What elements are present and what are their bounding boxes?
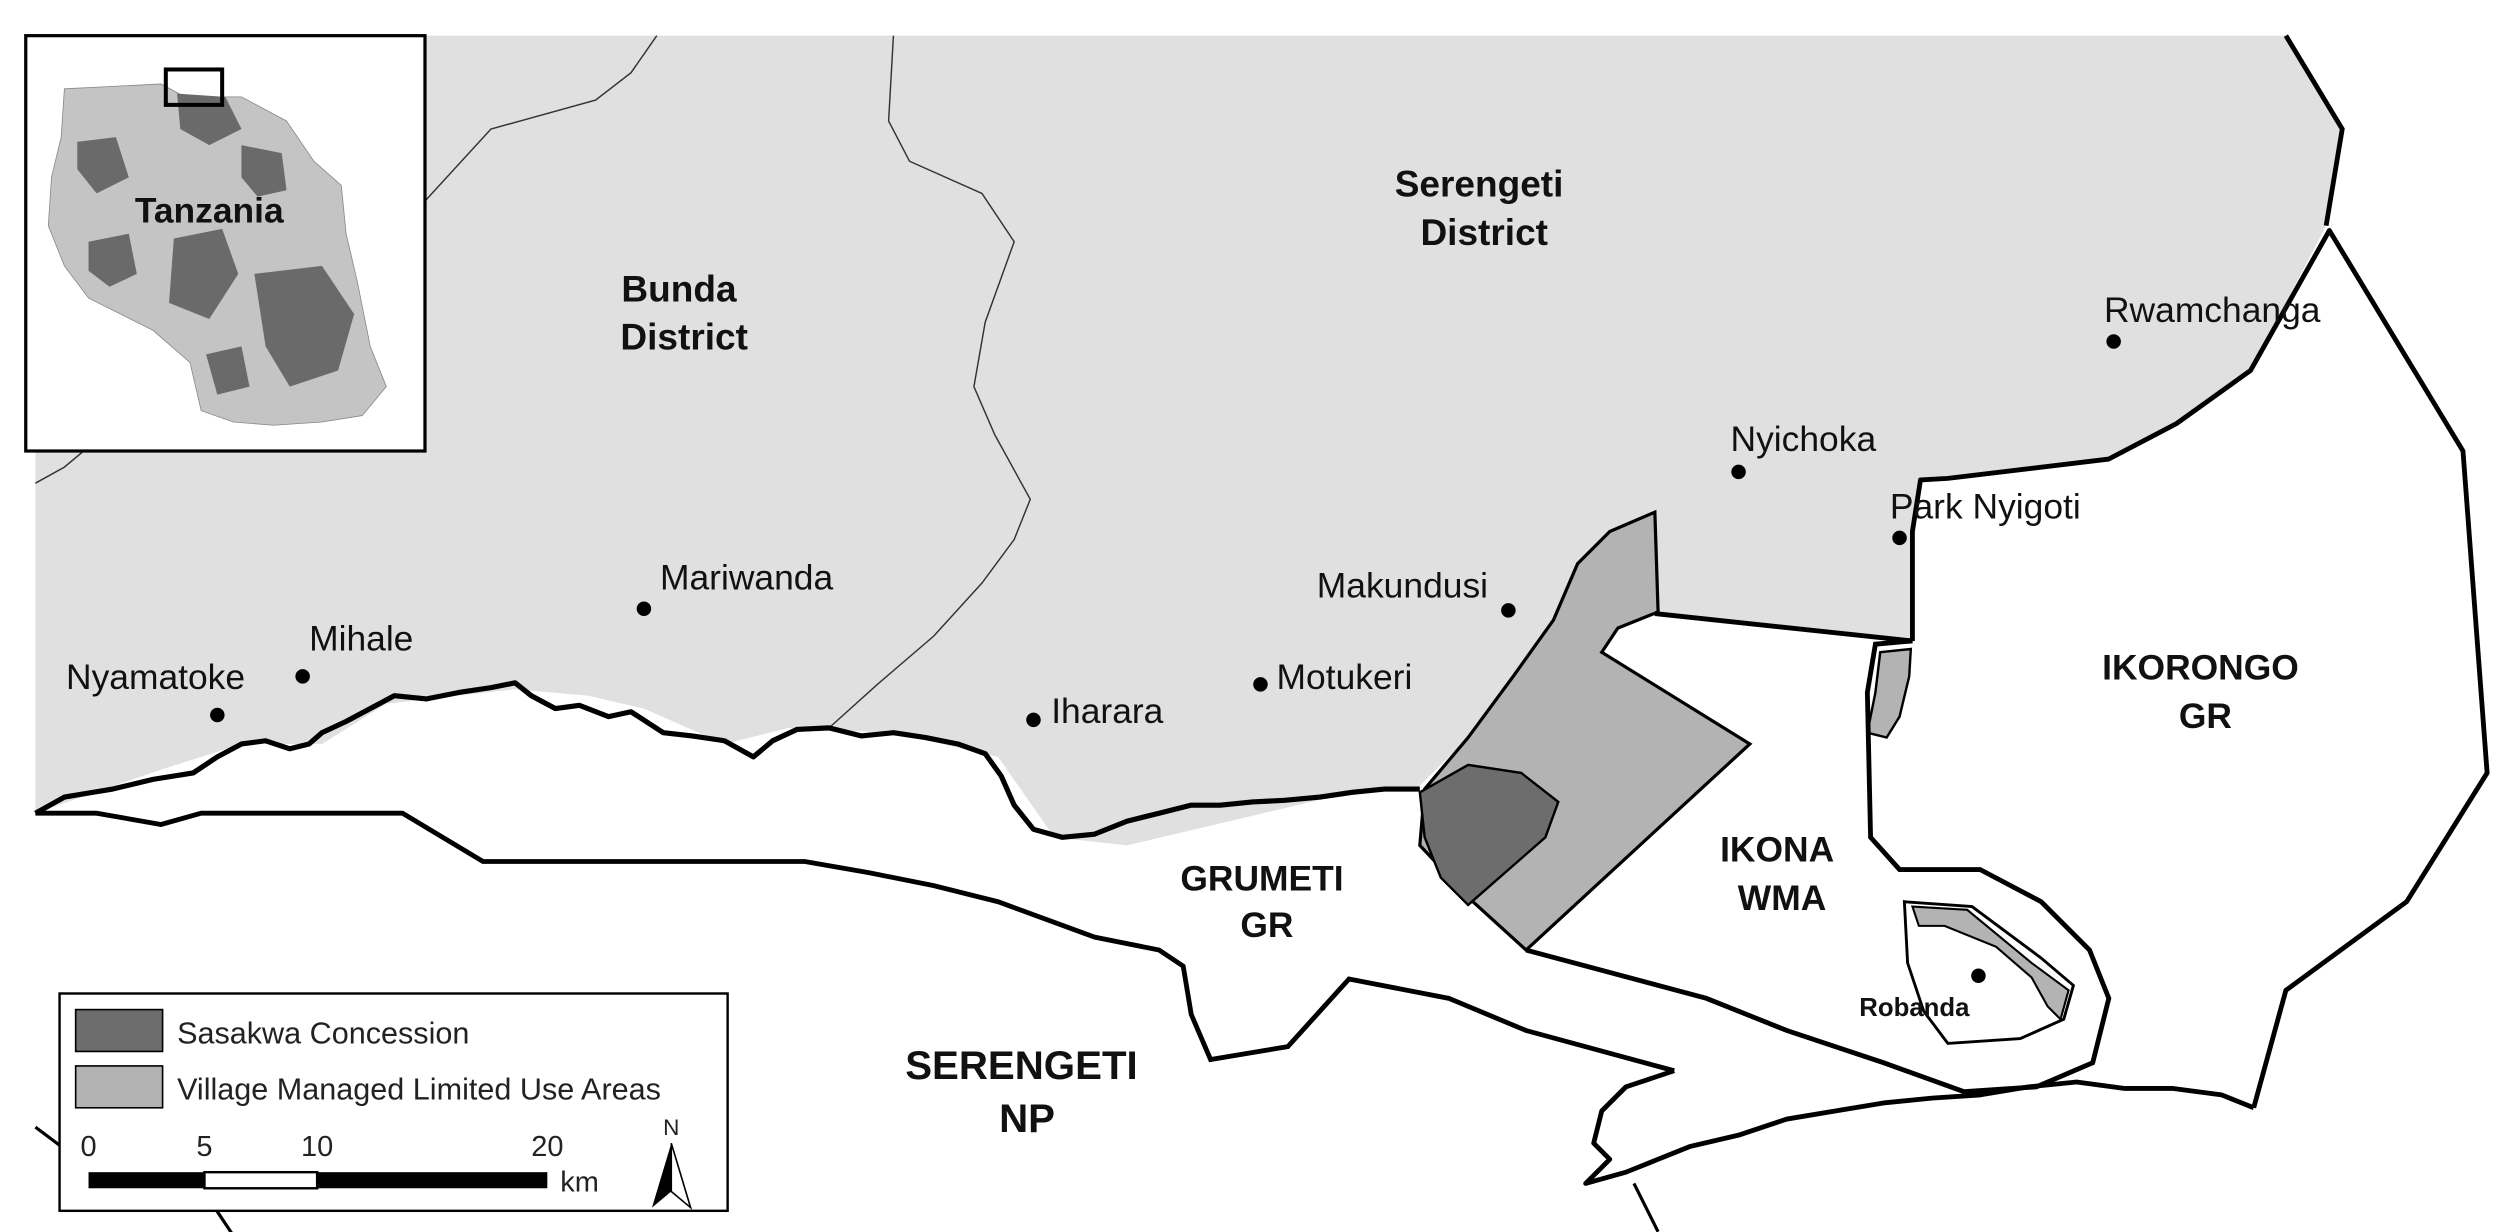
village-mihale: Mihale [295, 619, 413, 684]
village-robanda: Robanda [1859, 968, 1986, 1022]
inset-protected-3 [241, 145, 287, 197]
edge-line-s [1632, 1182, 1660, 1232]
village-label: Park Nyigoti [1890, 487, 2081, 527]
label-bunda-district: Bunda District [620, 267, 748, 357]
village-point [1971, 968, 1986, 984]
label-grumeti-gr: GRUMETI GR [1180, 858, 1353, 945]
village-iharara: Iharara [1026, 691, 1164, 731]
village-point [1026, 712, 1041, 728]
edge-line-w [34, 1125, 63, 1148]
village-label: Iharara [1051, 691, 1163, 731]
north-label: N [663, 1115, 679, 1140]
north-arrow-right [670, 1142, 693, 1210]
legend: Sasakwa Concession Village Managed Limit… [58, 992, 729, 1213]
label-serengeti-np: SERENGETI NP [905, 1043, 1149, 1141]
scale-bar: 0 5 10 20 km [80, 1131, 598, 1198]
robanda-area [1902, 900, 2076, 1045]
village-point [1501, 603, 1516, 618]
village-makundusi: Makundusi [1317, 565, 1516, 618]
village-point [1892, 530, 1907, 546]
inset-protected-4 [169, 228, 239, 319]
village-point [1731, 464, 1746, 480]
inset-protected-7 [206, 346, 250, 395]
village-mariwanda: Mariwanda [636, 557, 833, 616]
district-land [35, 35, 2343, 846]
inset-protected-1 [77, 137, 129, 194]
grumeti-boundary-south [35, 810, 1675, 1074]
scale-segment-3 [317, 1172, 548, 1189]
robanda-village-area [1910, 905, 2070, 1022]
ikorongo-boundary [1910, 228, 2490, 1109]
village-park-nyigoti: Park Nyigoti [1890, 487, 2081, 546]
legend-label-village: Village Managed Limited Use Areas [177, 1073, 661, 1107]
legend-swatch-sasakwa [74, 1008, 164, 1053]
scale-tick-5: 5 [196, 1131, 212, 1163]
village-label: Mariwanda [660, 557, 833, 597]
village-rwamchanga: Rwamchanga [2104, 290, 2321, 349]
village-motukeri: Motukeri [1253, 657, 1412, 697]
village-label: Nyichoka [1731, 419, 1877, 459]
village-label: Robanda [1859, 994, 1970, 1022]
inset-map: Tanzania [24, 34, 427, 453]
legend-label-sasakwa: Sasakwa Concession [177, 1016, 469, 1050]
inset-protected-6 [88, 233, 137, 287]
label-serengeti-district: Serengeti District [1395, 163, 1574, 253]
village-point [636, 601, 652, 616]
ikona-boundary [1525, 611, 2112, 1095]
village-point [2106, 334, 2121, 349]
legend-swatch-village [74, 1065, 164, 1109]
village-point [1253, 677, 1268, 692]
scale-tick-20: 20 [531, 1131, 563, 1163]
inset-protected-5 [254, 265, 355, 387]
village-point [295, 669, 310, 684]
inset-study-area-box [163, 67, 225, 107]
scale-tick-10: 10 [301, 1131, 333, 1163]
village-nyichoka: Nyichoka [1731, 419, 1877, 480]
serengeti-np-boundary [1583, 1068, 2255, 1186]
scale-tick-0: 0 [80, 1131, 96, 1163]
village-label: Makundusi [1317, 565, 1488, 605]
village-label: Motukeri [1277, 657, 1413, 697]
village-label: Rwamchanga [2104, 290, 2321, 330]
inset-label: Tanzania [135, 190, 284, 230]
village-label: Mihale [309, 619, 413, 659]
east-boundary [2283, 34, 2345, 227]
village-label: Nyamatoke [66, 657, 245, 697]
bunda-serengeti-boundary [828, 35, 1032, 729]
scale-segment-1 [88, 1172, 205, 1189]
label-ikona-wma: IKONA WMA [1720, 829, 1844, 917]
label-ikorongo-gr: IKORONGO GR [2102, 648, 2309, 736]
village-nyamatoke: Nyamatoke [66, 657, 245, 723]
scale-segment-2 [203, 1170, 319, 1190]
north-arrow: N [651, 1115, 693, 1210]
scale-unit: km [560, 1166, 599, 1198]
village-area-north [1865, 647, 1913, 739]
protected-boundary-north [34, 680, 1420, 840]
sasakwa-concession [1418, 763, 1560, 907]
village-point [210, 707, 225, 723]
